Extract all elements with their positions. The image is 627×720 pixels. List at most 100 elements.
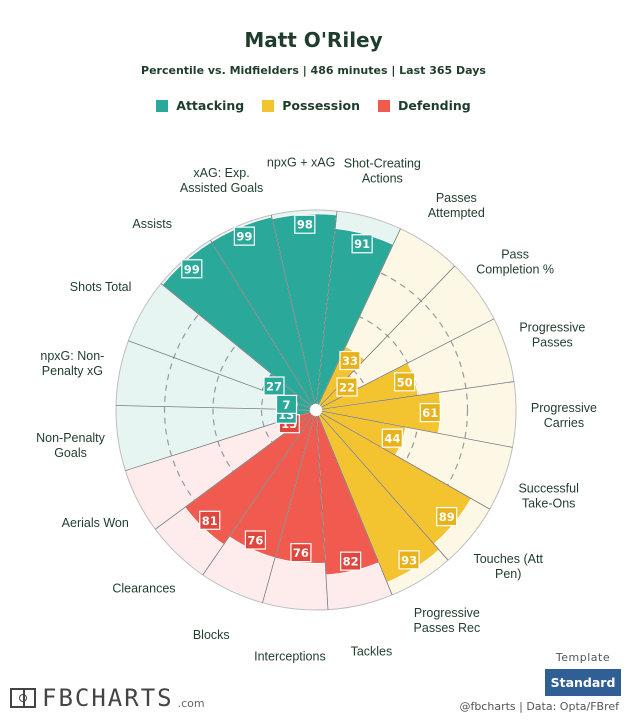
- category-label: Passes Attempted: [428, 191, 485, 220]
- value-label-box: [436, 506, 458, 527]
- value-label-text: 98: [297, 218, 313, 232]
- legend-label-possession: Possession: [282, 98, 360, 113]
- legend-item-attacking[interactable]: Attacking: [156, 98, 244, 113]
- spoke: [315, 409, 490, 510]
- value-label-text: 7: [283, 398, 291, 412]
- spoke: [210, 239, 317, 411]
- spoke: [315, 228, 401, 411]
- value-label: 27: [263, 376, 285, 396]
- spoke: [160, 283, 317, 411]
- value-label: 89: [436, 506, 458, 527]
- value-label-box: [275, 394, 298, 414]
- legend-label-attacking: Attacking: [176, 98, 245, 113]
- legend-item-defending[interactable]: Defending: [377, 98, 471, 113]
- value-label-box: [339, 350, 361, 371]
- legend-swatch-possession: [262, 99, 275, 112]
- spokes: [116, 211, 515, 610]
- value-label-box: [294, 214, 316, 234]
- spoke: [202, 409, 317, 576]
- legend-swatch-attacking: [156, 99, 169, 112]
- value-label: 61: [419, 402, 441, 423]
- logo-domain: .com: [177, 696, 205, 710]
- value-label-text: 61: [422, 406, 438, 420]
- value-label-text: 99: [184, 262, 200, 276]
- value-label-text: 33: [342, 354, 358, 368]
- category-label: Non-Penalty Goals: [36, 431, 106, 460]
- value-label-box: [181, 259, 203, 279]
- value-label-text: 91: [354, 237, 370, 251]
- value-label-text: 99: [236, 230, 252, 244]
- chart-title: Matt O'Riley: [244, 28, 383, 52]
- footer-credit: @fbcharts | Data: Opta/FBref: [459, 700, 619, 713]
- template-label: Template: [555, 651, 611, 664]
- legend-swatch-defending: [377, 99, 390, 112]
- pitch-icon: [10, 688, 36, 708]
- value-label-box: [351, 234, 373, 254]
- legend-label-defending: Defending: [397, 98, 471, 113]
- spoke: [315, 409, 449, 561]
- fbcharts-logo: FBCHARTS .com: [10, 684, 205, 712]
- category-label: Interceptions: [254, 650, 326, 664]
- center-dot: [310, 404, 322, 416]
- value-label: 33: [339, 350, 361, 371]
- spoke: [315, 409, 513, 448]
- value-label-box: [398, 550, 420, 570]
- value-label-box: [233, 226, 255, 246]
- value-label-box: [290, 543, 312, 563]
- value-label-box: [263, 376, 285, 396]
- template-standard-button[interactable]: Standard: [545, 669, 621, 696]
- value-label: 76: [244, 530, 267, 550]
- category-label: Touches (Att Pen): [473, 552, 543, 581]
- value-label-text: 81: [202, 514, 218, 528]
- spoke: [315, 409, 393, 596]
- value-label: 91: [351, 234, 373, 254]
- value-label: 7: [275, 394, 298, 414]
- value-label-box: [381, 428, 403, 448]
- value-label-box: [199, 510, 221, 530]
- legend: Attacking Possession Defending: [0, 98, 627, 113]
- value-label-box: [244, 530, 267, 550]
- value-label: 93: [398, 550, 420, 570]
- spoke: [315, 381, 515, 411]
- category-label: Pass Completion %: [476, 248, 554, 277]
- value-label-text: 22: [339, 380, 355, 394]
- category-label: Aerials Won: [62, 516, 129, 530]
- value-label-box: [394, 372, 416, 392]
- chart-subtitle: Percentile vs. Midfielders | 486 minutes…: [141, 64, 486, 77]
- value-label: 44: [381, 428, 403, 448]
- spoke: [262, 409, 317, 603]
- value-label-text: 89: [439, 510, 455, 524]
- category-label: xAG: Exp. Assisted Goals: [180, 166, 263, 195]
- category-label: Successful Take-Ons: [518, 481, 578, 510]
- value-label-text: 82: [343, 555, 359, 569]
- category-label: Shot-Creating Actions: [344, 157, 421, 186]
- value-label: 99: [181, 259, 203, 279]
- value-label-box: [336, 377, 358, 397]
- category-label: Progressive Passes Rec: [414, 606, 481, 635]
- grid-ring: [163, 257, 469, 563]
- value-label: 82: [340, 551, 362, 571]
- category-label: npxG: Non-Penalty xG: [40, 349, 104, 378]
- legend-item-possession[interactable]: Possession: [262, 98, 360, 113]
- value-label-text: 76: [247, 534, 263, 548]
- value-label-box: [340, 551, 362, 571]
- category-label: Blocks: [193, 628, 230, 642]
- value-label-text: 50: [397, 375, 413, 389]
- value-label: 98: [294, 214, 316, 234]
- value-label-text: 76: [293, 546, 309, 560]
- category-label: Shots Total: [70, 280, 132, 294]
- value-label-text: 44: [384, 432, 400, 446]
- spoke: [270, 214, 317, 411]
- category-label: Progressive Passes: [519, 320, 585, 349]
- value-label: 50: [394, 372, 416, 392]
- logo-text: FBCHARTS: [42, 684, 174, 712]
- value-label-text: 93: [401, 553, 417, 567]
- category-label: Progressive Carries: [531, 401, 597, 430]
- value-label: 81: [199, 510, 221, 530]
- spoke: [315, 409, 329, 610]
- value-label: 22: [336, 377, 358, 397]
- outer-ring: [115, 209, 517, 611]
